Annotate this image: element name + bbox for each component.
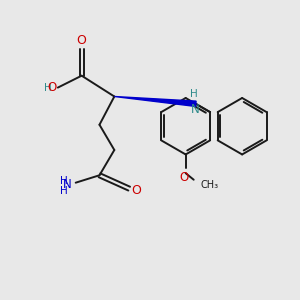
Text: N: N [63, 178, 71, 191]
Text: H: H [44, 82, 52, 93]
Text: O: O [132, 184, 141, 196]
Text: O: O [180, 171, 189, 184]
Text: CH₃: CH₃ [200, 180, 219, 190]
Text: H: H [60, 176, 68, 186]
Text: O: O [48, 81, 57, 94]
Text: O: O [77, 34, 87, 46]
Text: H: H [190, 89, 198, 99]
Text: N: N [191, 103, 200, 116]
Polygon shape [114, 97, 196, 106]
Text: H: H [60, 186, 68, 196]
